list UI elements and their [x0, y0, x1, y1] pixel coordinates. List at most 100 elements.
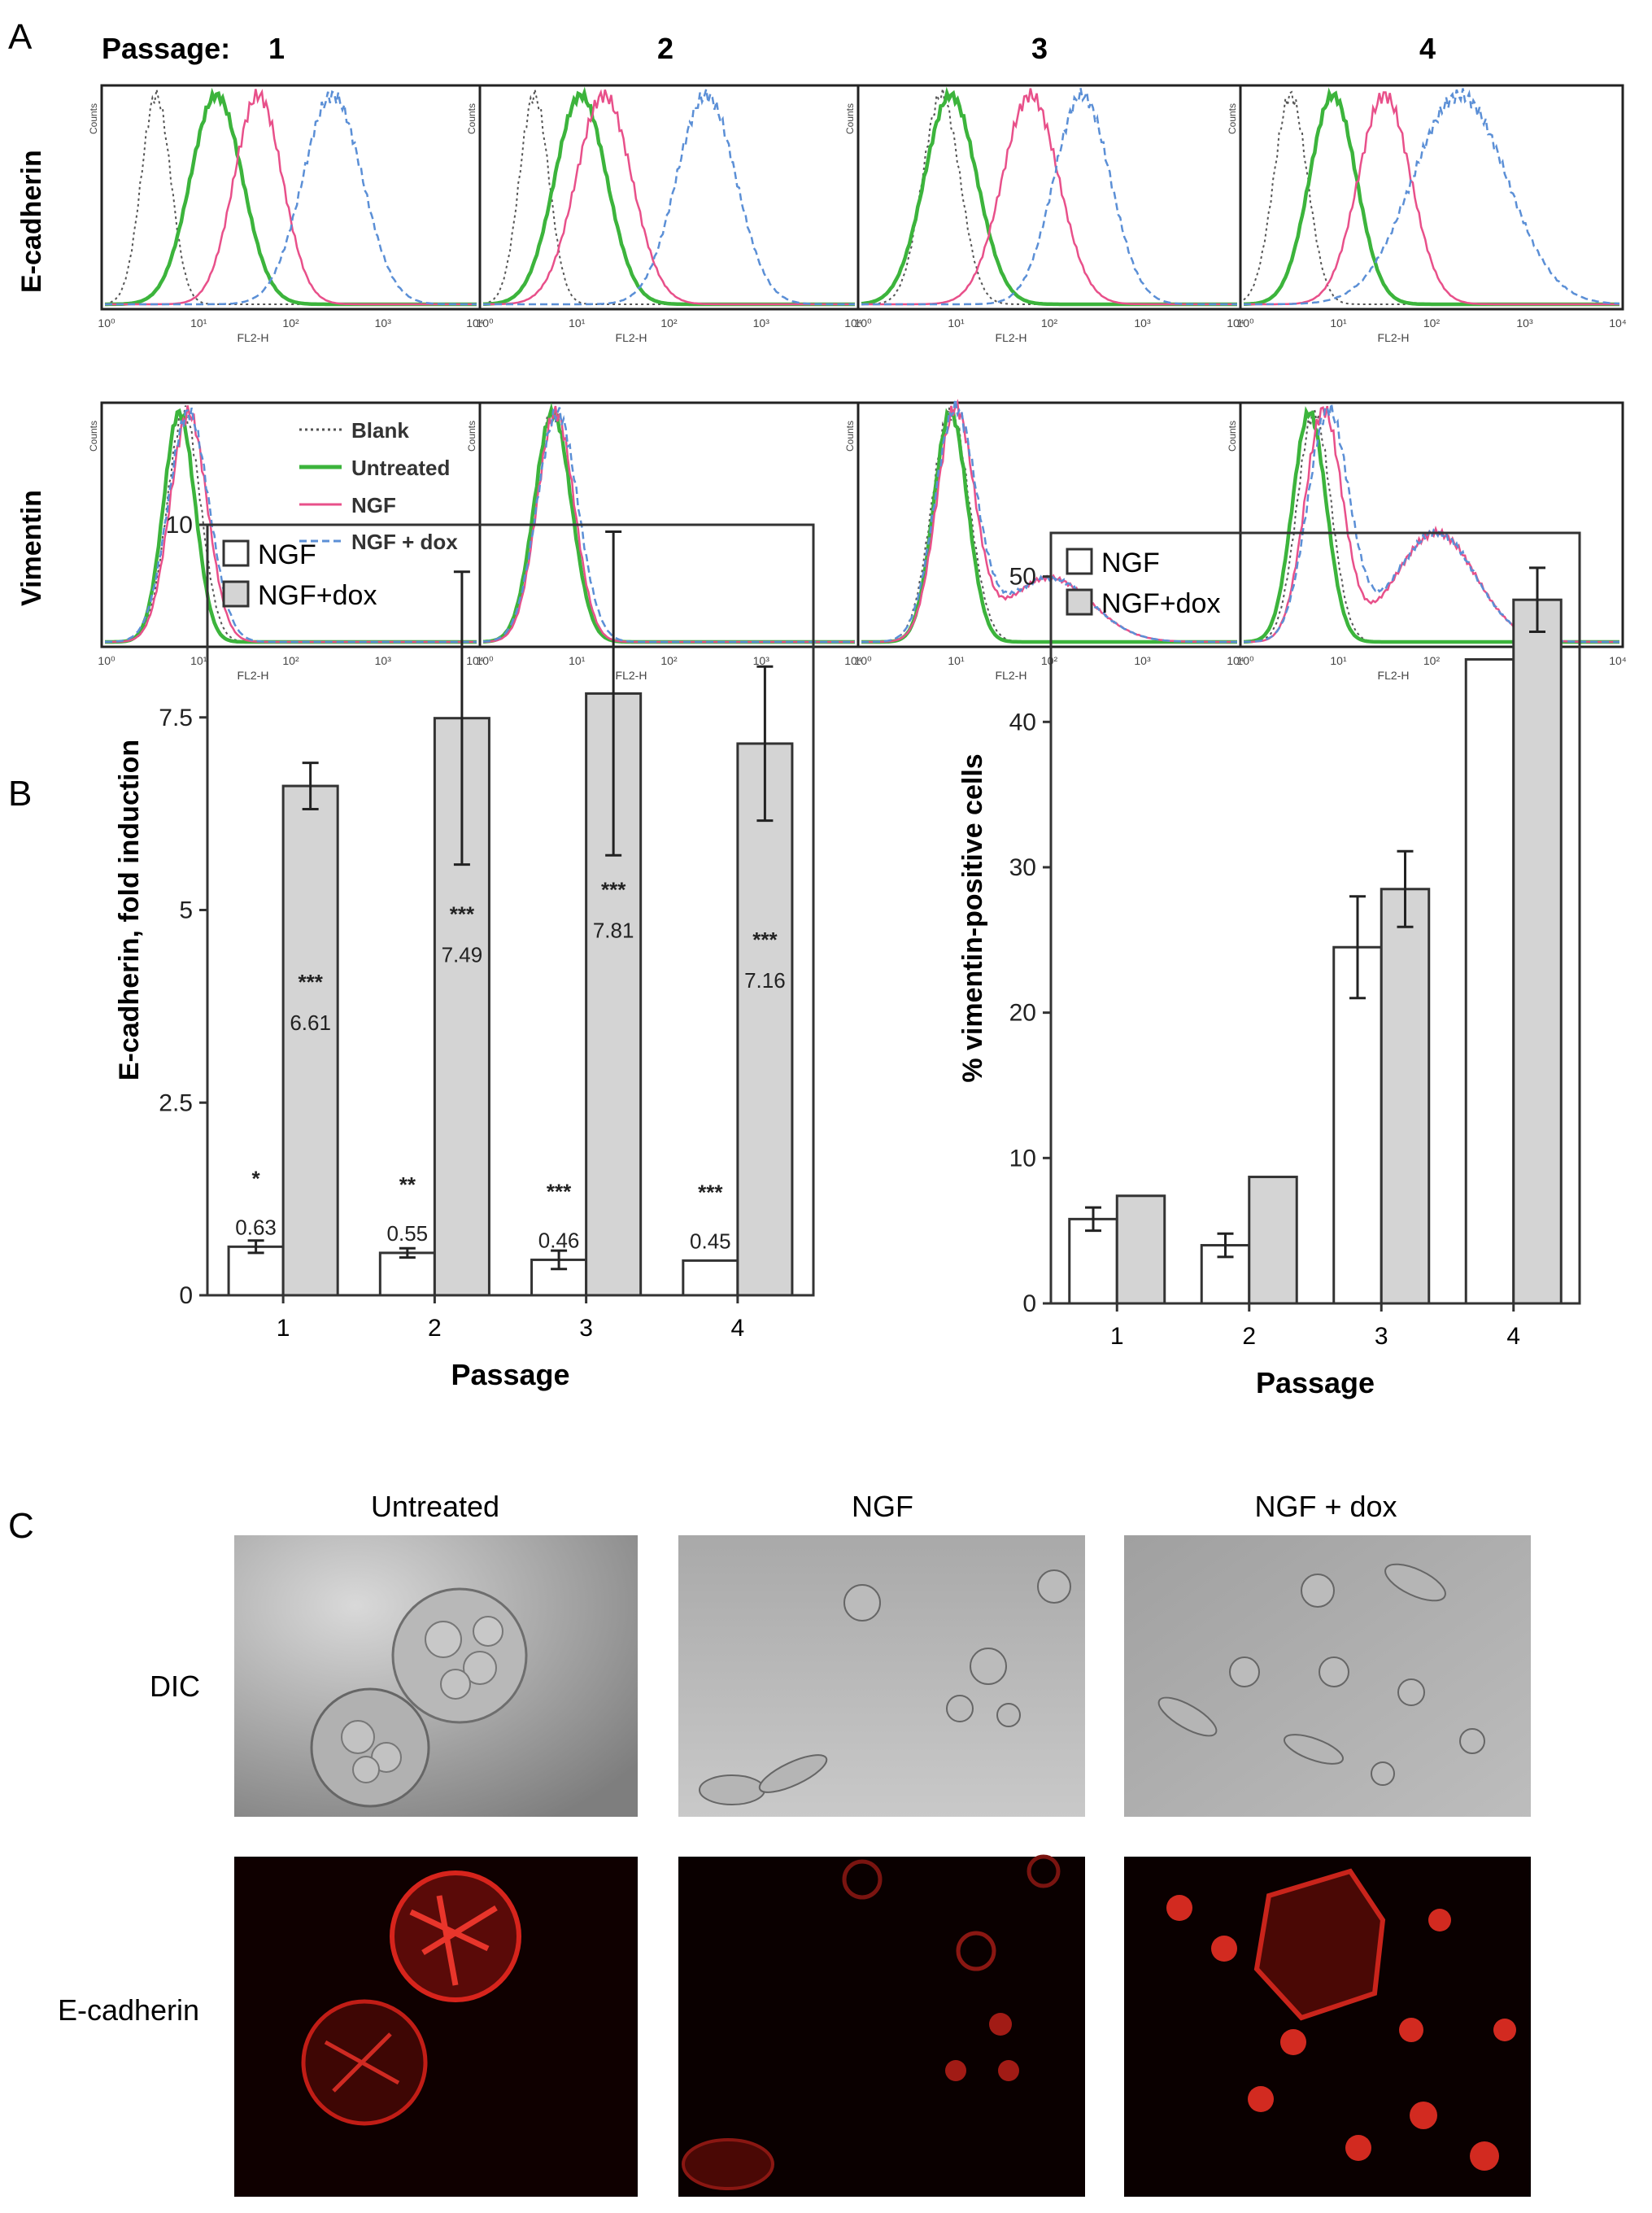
- vimentin-bar-chart: 0 10 20 30 40 50 % vimentin-positive cells Pass…: [957, 531, 1581, 1399]
- significance-label: ***: [601, 877, 626, 901]
- y-axis-label: Counts: [1227, 103, 1238, 134]
- histogram-curve-ngf-dox: [105, 89, 477, 306]
- legend-label-untreated: Untreated: [351, 456, 450, 480]
- histogram-legend: Blank Untreated NGF NGF + dox: [299, 418, 458, 554]
- histogram-curve-ngf: [105, 405, 477, 644]
- x-tick-label: 10⁴: [466, 654, 484, 667]
- bar-ngf: [1332, 945, 1383, 1305]
- x-tick-label: 10⁴: [844, 316, 862, 330]
- fluorescence-image-ngf-dox: [1124, 1857, 1531, 2197]
- x-tick-label: 1: [277, 1315, 290, 1342]
- bar-ngf: [378, 1251, 436, 1297]
- bar-ngf-dox: [1115, 1194, 1166, 1305]
- passage-header-1: 1: [268, 32, 285, 65]
- x-axis-label: FL2-H: [238, 331, 269, 344]
- y-tick-label: 10: [1009, 1145, 1036, 1172]
- bar-ngf-dox: [281, 784, 339, 1297]
- x-tick-label: 10⁴: [466, 316, 484, 330]
- x-axis-title: Passage: [451, 1358, 569, 1391]
- significance-label: ***: [752, 928, 778, 952]
- x-tick-label: 4: [731, 1315, 745, 1342]
- x-tick-label: 2: [1242, 1323, 1256, 1350]
- plot-frame: [1049, 531, 1581, 1305]
- bar-ngf-dox: [1512, 598, 1563, 1305]
- passage-header-3: 3: [1031, 32, 1048, 65]
- significance-label: *: [252, 1166, 261, 1190]
- fluorescence-image-untreated: [234, 1857, 638, 2197]
- histogram-curve-blank: [104, 89, 477, 305]
- y-axis-label: Counts: [466, 421, 477, 452]
- data-label: 0.46: [538, 1228, 580, 1252]
- x-tick-label: 10⁰: [854, 316, 872, 330]
- y-tick-label: 7.5: [159, 705, 193, 731]
- y-axis-label: Counts: [844, 103, 856, 134]
- legend-label: NGF+dox: [1101, 588, 1220, 619]
- histogram-curve-ngf-dox: [861, 399, 1237, 644]
- significance-label: ***: [450, 902, 475, 927]
- row-label-vimentin: Vimentin: [16, 490, 47, 606]
- x-tick-label: 10²: [282, 316, 299, 330]
- y-tick-label: 0: [179, 1282, 193, 1309]
- x-tick-label: 10²: [282, 654, 299, 667]
- data-label: 7.49: [442, 943, 483, 967]
- passage-prefix: Passage:: [102, 32, 230, 65]
- y-tick-label: 5: [179, 897, 193, 924]
- column-label-untreated: Untreated: [371, 1490, 499, 1523]
- x-axis-label: FL2-H: [238, 669, 269, 682]
- y-axis-label: Counts: [466, 103, 477, 134]
- panel-c-micrographs: Untreated NGF NGF + dox DIC E-cadherin: [58, 1490, 1531, 2197]
- significance-label: **: [399, 1172, 416, 1197]
- x-tick-label: 10⁰: [98, 654, 116, 667]
- x-tick-label: 10³: [753, 654, 770, 667]
- histogram-frame: [857, 401, 1242, 648]
- row-label-ecadherin-stain: E-cadherin: [58, 1993, 199, 2027]
- x-tick-label: 10¹: [569, 316, 586, 330]
- x-tick-label: 3: [1375, 1323, 1388, 1350]
- x-axis-label: FL2-H: [1378, 669, 1410, 682]
- histogram-curve-ngf: [483, 89, 855, 306]
- x-tick-label: 4: [1506, 1323, 1520, 1350]
- x-tick-label: 10¹: [1330, 316, 1347, 330]
- y-axis-title: % vimentin-positive cells: [957, 753, 988, 1082]
- histogram-curve-ngf-dox: [482, 407, 855, 644]
- significance-label: ***: [547, 1179, 572, 1203]
- row-label-dic: DIC: [150, 1670, 200, 1703]
- x-axis-label: FL2-H: [616, 669, 647, 682]
- panel-label-b: B: [8, 774, 32, 814]
- x-tick-label: 10⁰: [1236, 316, 1254, 330]
- y-tick-label: 40: [1009, 709, 1036, 735]
- histogram-frame: [100, 84, 482, 311]
- x-tick-label: 10⁴: [1609, 316, 1627, 330]
- y-axis-label: Counts: [88, 103, 99, 134]
- histogram-frame: [1239, 401, 1624, 648]
- x-tick-label: 10³: [375, 316, 392, 330]
- y-tick-label: 0: [1022, 1290, 1036, 1317]
- y-tick-label: 2.5: [159, 1089, 193, 1116]
- x-tick-label: 10⁰: [1236, 654, 1254, 667]
- histogram-curve-blank: [482, 89, 855, 305]
- x-tick-label: 10²: [1041, 316, 1058, 330]
- x-tick-label: 10¹: [948, 316, 965, 330]
- x-axis-label: FL2-H: [1378, 331, 1410, 344]
- x-tick-label: 10⁰: [476, 316, 494, 330]
- x-axis-label: FL2-H: [996, 669, 1027, 682]
- x-tick-label: 10⁴: [1609, 654, 1627, 667]
- legend-label: NGF+dox: [258, 580, 377, 611]
- y-tick-label: 10: [166, 512, 193, 539]
- bar-ngf-dox: [736, 742, 794, 1297]
- x-tick-label: 10¹: [190, 654, 207, 667]
- x-tick-label: 1: [1110, 1323, 1124, 1350]
- x-tick-label: 10⁰: [98, 316, 116, 330]
- bar-ngf: [1464, 657, 1515, 1305]
- histogram-frame: [478, 84, 860, 311]
- data-label: 0.63: [235, 1215, 277, 1239]
- x-tick-label: 10¹: [948, 654, 965, 667]
- y-axis-label: Counts: [844, 421, 856, 452]
- x-axis-title: Passage: [1256, 1366, 1375, 1399]
- histogram-frame: [1239, 84, 1624, 311]
- x-tick-label: 10²: [660, 654, 678, 667]
- y-axis-label: Counts: [88, 421, 99, 452]
- legend-label: NGF: [1101, 548, 1160, 578]
